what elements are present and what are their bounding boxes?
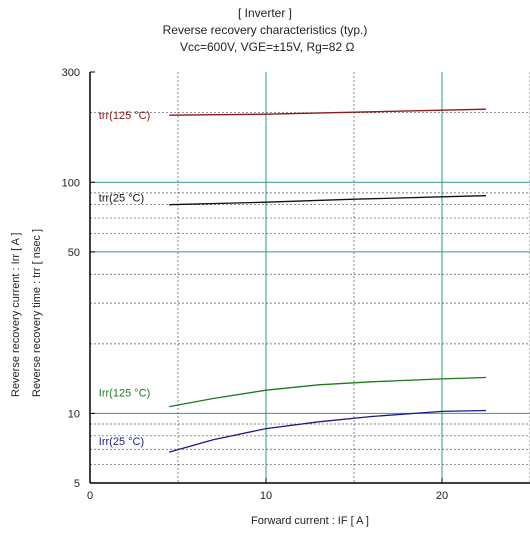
series-irr-25c (169, 409, 487, 453)
y-tick-label: 100 (62, 177, 80, 189)
x-tick-label: 0 (87, 490, 93, 502)
y-axis-label-current: Reverse recovery current : Irr [ A ] (10, 232, 22, 397)
series-label: trr(25 °C) (99, 192, 144, 204)
series-trr-125c (169, 108, 487, 116)
y-tick-label: 5 (74, 478, 80, 490)
series-irr-125c (169, 376, 487, 408)
y-tick-label: 50 (68, 247, 80, 259)
x-tick-label: 20 (436, 490, 448, 502)
x-axis-label: Forward current : IF [ A ] (251, 515, 369, 527)
series-label: Irr(25 °C) (99, 436, 144, 448)
chart-title-line-2: Reverse recovery characteristics (typ.) (162, 23, 368, 37)
series-label: Irr(125 °C) (99, 388, 150, 400)
y-tick-label: 10 (68, 408, 80, 420)
series-label: trr(125 °C) (99, 110, 150, 122)
chart-title-line-1: [ Inverter ] (237, 6, 293, 20)
chart-conditions: Vcc=600V, VGE=±15V, Rg=82 Ω (180, 40, 355, 54)
series-trr-25c (169, 195, 487, 206)
y-tick-label: 300 (62, 67, 80, 79)
y-axis-label-time: Reverse recovery time : trr [ nsec ] (31, 228, 43, 397)
x-tick-label: 10 (260, 490, 272, 502)
